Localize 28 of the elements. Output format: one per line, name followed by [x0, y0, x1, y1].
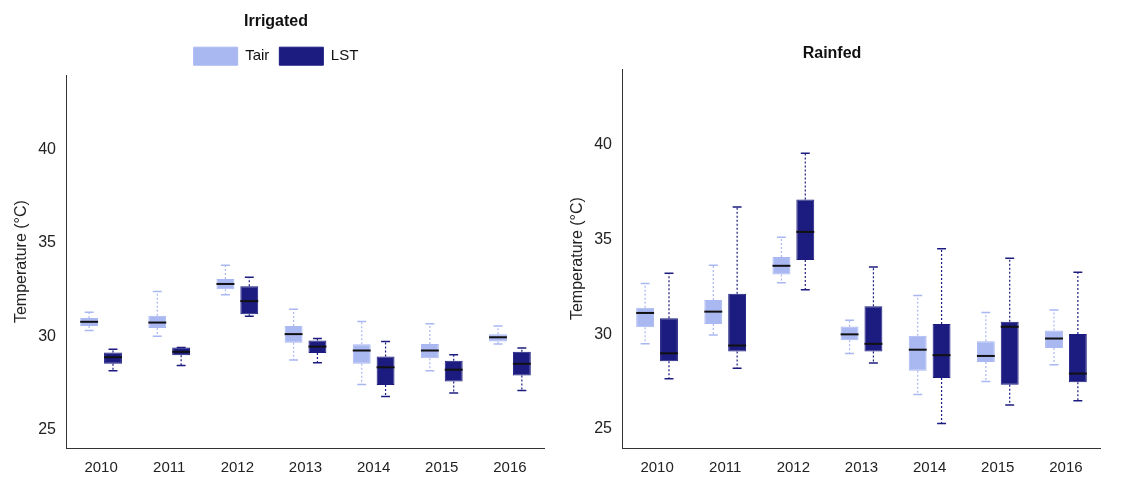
x-tick-label: 2012: [220, 458, 255, 476]
legend-label: LST: [330, 46, 359, 64]
x-tick-label: 2014: [912, 458, 947, 476]
y-tick-label: 35: [594, 230, 613, 248]
y-tick-label: 30: [594, 324, 613, 342]
x-tick-label: 2016: [493, 458, 527, 476]
y-tick-label: 40: [38, 140, 57, 158]
y-tick-label: 30: [38, 326, 57, 344]
y-tick-label: 35: [38, 233, 57, 251]
y-tick-label: 40: [594, 135, 613, 153]
chart-title: Rainfed: [802, 44, 862, 62]
x-tick-label: 2010: [640, 458, 674, 476]
x-tick-label: 2014: [356, 458, 391, 476]
y-tick-label: 25: [594, 419, 613, 437]
y-tick-label: 25: [38, 419, 57, 437]
x-tick-label: 2010: [84, 458, 118, 476]
x-tick-label: 2016: [1049, 458, 1083, 476]
x-tick-label: 2012: [776, 458, 811, 476]
x-tick-label: 2013: [288, 458, 323, 476]
x-tick-label: 2015: [425, 458, 459, 476]
x-tick-label: 2015: [981, 458, 1015, 476]
legend-label: Tair: [245, 46, 270, 64]
y-axis-title: Temperature (°C): [12, 200, 30, 324]
x-tick-label: 2013: [844, 458, 879, 476]
x-tick-label: 2011: [709, 458, 742, 476]
chart-title: Irrigated: [243, 12, 309, 30]
y-axis-title: Temperature (°C): [568, 197, 586, 321]
x-tick-label: 2011: [153, 458, 186, 476]
